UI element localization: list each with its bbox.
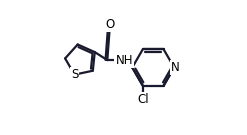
Text: Cl: Cl [137, 93, 148, 106]
Text: NH: NH [115, 54, 133, 67]
Text: O: O [105, 18, 115, 31]
Text: S: S [71, 68, 78, 81]
Text: N: N [171, 61, 180, 74]
